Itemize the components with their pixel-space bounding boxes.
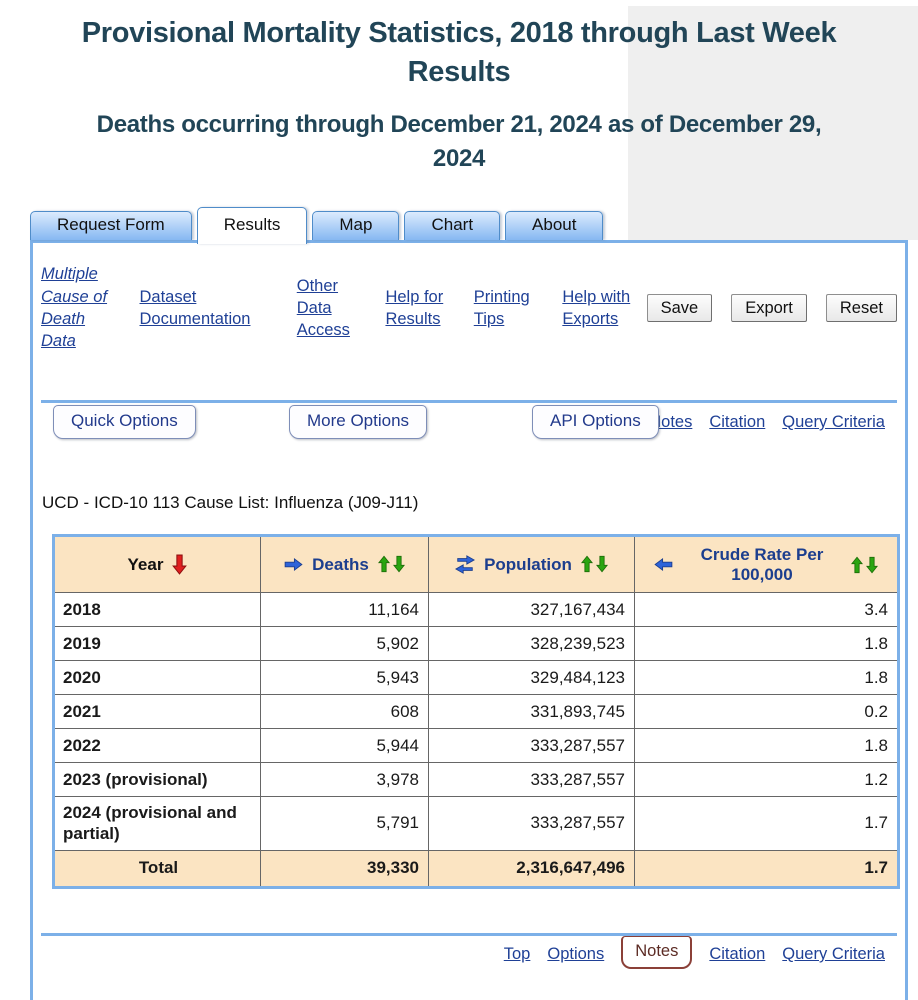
crude-rate-cell: 0.2 <box>634 694 899 729</box>
link-query-criteria-bottom[interactable]: Query Criteria <box>782 945 885 963</box>
crude-rate-cell: 1.8 <box>634 728 899 763</box>
deaths-cell: 11,164 <box>260 592 429 627</box>
total-crude-rate-cell: 1.7 <box>634 849 899 888</box>
tab-strip: Request Form Results Map Chart About <box>30 207 604 244</box>
population-cell: 333,287,557 <box>428 762 635 797</box>
column-header-population[interactable]: Population <box>428 535 635 593</box>
crude-rate-cell: 3.4 <box>634 592 899 627</box>
table-row: 2021 608 331,893,745 0.2 <box>53 694 899 729</box>
options-divider-rule <box>41 400 897 403</box>
column-header-deaths[interactable]: Deaths <box>260 535 429 593</box>
sort-descending-red-icon[interactable] <box>172 554 188 575</box>
population-column-label: Population <box>484 554 572 574</box>
toolbar-button-group: Save Export Reset <box>646 294 899 322</box>
notes-tab-button[interactable]: Notes <box>621 936 693 969</box>
year-cell: 2019 <box>53 626 261 661</box>
column-header-crude-rate[interactable]: Crude Rate Per 100,000 <box>634 535 899 593</box>
sort-descending-icon[interactable] <box>392 555 405 573</box>
population-cell: 333,287,557 <box>428 728 635 763</box>
table-header-row: Year Deaths Population <box>53 535 899 593</box>
year-column-label: Year <box>127 554 164 574</box>
options-quick-links: Notes Citation Query Criteria <box>649 413 885 432</box>
total-label-cell: Total <box>53 849 261 888</box>
table-row: 2019 5,902 328,239,523 1.8 <box>53 626 899 661</box>
table-row: 2018 11,164 327,167,434 3.4 <box>53 592 899 627</box>
crude-rate-cell: 1.8 <box>634 626 899 661</box>
deaths-cell: 5,943 <box>260 660 429 695</box>
total-population-cell: 2,316,647,496 <box>428 849 635 888</box>
page-background-gray <box>628 6 918 240</box>
link-help-for-results[interactable]: Help for Results <box>385 287 444 328</box>
crude-rate-column-label: Crude Rate Per 100,000 <box>700 544 824 584</box>
results-panel: Multiple Cause of Death Data Dataset Doc… <box>30 240 908 1000</box>
link-help-with-exports[interactable]: Help with Exports <box>562 287 631 328</box>
page-subtitle: Deaths occurring through December 21, 20… <box>0 108 918 175</box>
year-cell: 2023 (provisional) <box>53 762 261 797</box>
year-cell: 2021 <box>53 694 261 729</box>
export-button[interactable]: Export <box>731 294 807 322</box>
footer-divider-rule <box>41 933 897 936</box>
link-dataset-documentation[interactable]: Dataset Documentation <box>139 287 251 328</box>
move-column-right-icon[interactable] <box>284 557 303 571</box>
deaths-cell: 5,902 <box>260 626 429 661</box>
link-options[interactable]: Options <box>547 945 605 963</box>
results-table: Year Deaths Population <box>52 534 900 889</box>
deaths-column-label: Deaths <box>312 554 369 574</box>
save-button[interactable]: Save <box>646 294 713 322</box>
population-cell: 333,287,557 <box>428 796 635 851</box>
link-query-criteria-top[interactable]: Query Criteria <box>782 413 885 431</box>
tab-map[interactable]: Map <box>312 211 400 240</box>
population-cell: 327,167,434 <box>428 592 635 627</box>
table-caption: UCD - ICD-10 113 Cause List: Influenza (… <box>42 493 419 512</box>
deaths-cell: 3,978 <box>260 762 429 797</box>
year-cell: 2018 <box>53 592 261 627</box>
link-notes-top[interactable]: Notes <box>649 413 693 431</box>
crude-rate-cell: 1.2 <box>634 762 899 797</box>
api-options-button[interactable]: API Options <box>532 405 659 439</box>
year-cell: 2022 <box>53 728 261 763</box>
year-cell: 2024 (provisional and partial) <box>53 796 261 851</box>
population-cell: 329,484,123 <box>428 660 635 695</box>
table-row: 2024 (provisional and partial) 5,791 333… <box>53 796 899 851</box>
page-title-text: Provisional Mortality Statistics, 2018 t… <box>81 17 837 89</box>
table-row: 2023 (provisional) 3,978 333,287,557 1.2 <box>53 762 899 797</box>
page-subtitle-text: Deaths occurring through December 21, 20… <box>96 111 822 172</box>
population-cell: 328,239,523 <box>428 626 635 661</box>
total-deaths-cell: 39,330 <box>260 849 429 888</box>
more-options-button[interactable]: More Options <box>289 405 428 439</box>
crude-rate-cell: 1.8 <box>634 660 899 695</box>
move-column-left-icon[interactable] <box>654 558 673 571</box>
link-citation-bottom[interactable]: Citation <box>709 945 766 963</box>
link-printing-tips[interactable]: Printing Tips <box>473 287 530 328</box>
sort-ascending-icon[interactable] <box>377 555 390 573</box>
column-header-year[interactable]: Year <box>53 535 261 593</box>
deaths-cell: 5,944 <box>260 728 429 763</box>
reset-button[interactable]: Reset <box>825 294 897 322</box>
tab-request-form[interactable]: Request Form <box>30 211 192 240</box>
sort-ascending-icon[interactable] <box>580 555 593 573</box>
link-citation-top[interactable]: Citation <box>709 413 766 431</box>
table-row: 2022 5,944 333,287,557 1.8 <box>53 728 899 763</box>
deaths-cell: 608 <box>260 694 429 729</box>
quick-options-button[interactable]: Quick Options <box>53 405 196 439</box>
link-multiple-cause-of-death-data[interactable]: Multiple Cause of Death Data <box>41 265 108 351</box>
results-toolbar: Multiple Cause of Death Data Dataset Doc… <box>41 255 899 361</box>
sort-descending-icon[interactable] <box>866 556 878 574</box>
crude-rate-cell: 1.7 <box>634 796 899 851</box>
sort-ascending-icon[interactable] <box>851 556 863 574</box>
page-title: Provisional Mortality Statistics, 2018 t… <box>0 14 918 92</box>
population-cell: 331,893,745 <box>428 694 635 729</box>
year-cell: 2020 <box>53 660 261 695</box>
deaths-cell: 5,791 <box>260 796 429 851</box>
footer-links: Top Options Notes Citation Query Criteri… <box>504 936 885 969</box>
tab-chart[interactable]: Chart <box>404 211 501 240</box>
link-other-data-access[interactable]: Other Data Access <box>296 276 350 340</box>
table-row: 2020 5,943 329,484,123 1.8 <box>53 660 899 695</box>
sort-descending-icon[interactable] <box>595 555 608 573</box>
tab-about[interactable]: About <box>505 211 604 240</box>
move-column-left-right-icon[interactable] <box>455 555 476 574</box>
link-top[interactable]: Top <box>503 945 531 963</box>
tab-results[interactable]: Results <box>196 207 308 244</box>
table-total-row: Total 39,330 2,316,647,496 1.7 <box>53 849 899 888</box>
